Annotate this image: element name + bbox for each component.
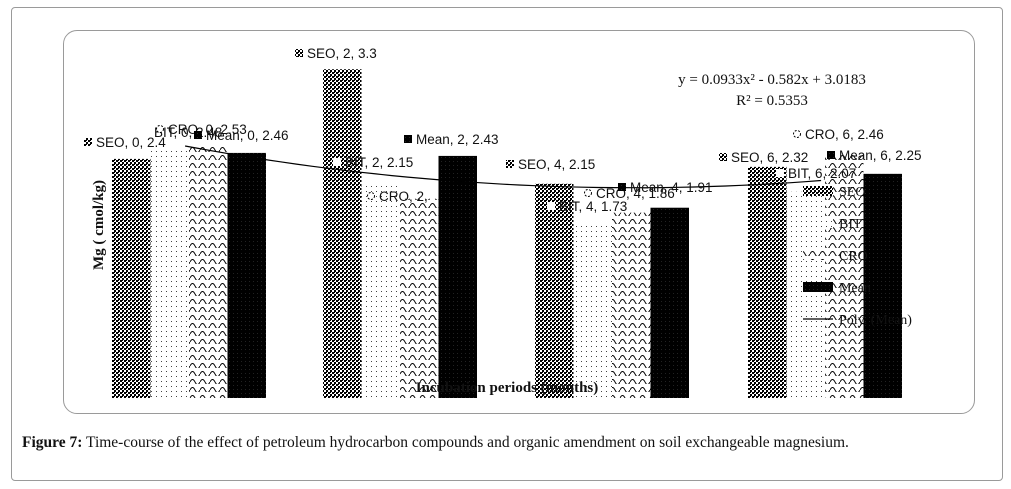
- data-label-text: SEO, 2, 3.3: [307, 46, 377, 61]
- legend-label: SEO: [839, 185, 865, 200]
- legend-item-bit: BIT: [803, 217, 862, 232]
- data-label-text: CRO, 2,: [379, 189, 428, 204]
- bar-cro-2: [400, 198, 439, 398]
- chart-area: [63, 30, 975, 414]
- data-label-text: Mean, 0, 2.46: [206, 128, 289, 143]
- bar-bit-4: [573, 225, 612, 398]
- bar-mean-6: [863, 173, 902, 398]
- caption-label: Figure 7:: [22, 434, 83, 451]
- data-label-mean-4: Mean, 4, 1.91: [618, 180, 713, 195]
- data-label-mean-6: Mean, 6, 2.25: [827, 148, 922, 163]
- data-label-marker: [194, 131, 202, 139]
- data-label-marker: [295, 49, 303, 57]
- data-label-marker: [84, 138, 92, 146]
- legend: SEO BIT CRO Mean Poly. (Mean): [803, 185, 912, 328]
- legend-label: CRO: [839, 249, 868, 264]
- legend-item-mean: Mean: [803, 281, 871, 296]
- bar-cro-4: [612, 212, 651, 398]
- figure-frame: [11, 7, 1003, 481]
- bar-seo-6: [748, 166, 787, 398]
- data-label-text: CRO, 6, 2.46: [805, 127, 884, 142]
- bar-bit-0: [150, 150, 189, 398]
- data-label-cro-4: CRO, 4, 1.86: [584, 186, 675, 201]
- data-label-seo-6: SEO, 6, 2.32: [719, 150, 808, 165]
- bar-cro-0: [189, 145, 228, 398]
- x-axis-label: Incubation periods (months): [416, 380, 599, 396]
- data-label-marker: [793, 130, 801, 138]
- data-label-marker: [142, 128, 150, 136]
- data-label-marker: [333, 158, 341, 166]
- data-label-marker: [506, 160, 514, 168]
- legend-swatch: [803, 218, 833, 228]
- bar-bit-2: [361, 183, 400, 398]
- bar-seo-2: [323, 69, 362, 399]
- data-label-marker: [367, 192, 375, 200]
- y-axis-label: Mg ( cmol/kg): [91, 180, 107, 270]
- legend-item-poly-mean: Poly. (Mean): [803, 313, 912, 328]
- data-label-marker: [827, 151, 835, 159]
- data-label-text: BIT, 4, 1.73: [559, 199, 627, 214]
- bar-mean-2: [438, 155, 477, 398]
- legend-swatch: [803, 186, 833, 196]
- data-label-seo-2: SEO, 2, 3.3: [295, 46, 377, 61]
- legend-label: BIT: [839, 217, 862, 232]
- legend-swatch: [803, 282, 833, 292]
- data-label-marker: [547, 202, 555, 210]
- data-label-marker: [584, 189, 592, 197]
- data-label-text: SEO, 0, 2.4: [96, 135, 166, 150]
- data-label-seo-0: SEO, 0, 2.4: [84, 135, 166, 150]
- figure-caption: Figure 7: Time-course of the effect of p…: [22, 434, 849, 452]
- data-label-text: Mean, 2, 2.43: [416, 132, 499, 147]
- data-label-bit-0: BIT, 0, 2.48: [142, 125, 222, 140]
- data-label-text: SEO, 4, 2.15: [518, 157, 595, 172]
- bar-mean-4: [650, 207, 689, 398]
- data-label-text: BIT, 6, 2.07: [788, 166, 856, 181]
- data-label-text: BIT, 0, 2.48: [154, 125, 222, 140]
- legend-item-seo: SEO: [803, 185, 865, 200]
- data-label-cro-6: CRO, 6, 2.46: [793, 127, 884, 142]
- data-label-cro-2: CRO, 2,: [367, 189, 428, 204]
- trend-equation: y = 0.0933x² - 0.582x + 3.0183: [678, 72, 866, 88]
- data-label-bit-2: BIT, 2, 2.15: [333, 155, 413, 170]
- legend-item-cro: CRO: [803, 249, 868, 264]
- caption-text: Time-course of the effect of petroleum h…: [82, 434, 849, 451]
- data-label-text: BIT, 2, 2.15: [345, 155, 413, 170]
- data-label-cro-0: CRO, 0, 2.53: [156, 122, 247, 137]
- trend-r2: R² = 0.5353: [736, 93, 808, 109]
- data-label-mean-2: Mean, 2, 2.43: [404, 132, 499, 147]
- legend-label: Poly. (Mean): [839, 313, 912, 328]
- data-label-marker: [156, 125, 164, 133]
- data-label-text: CRO, 4, 1.86: [596, 186, 675, 201]
- data-label-bit-6: BIT, 6, 2.07: [776, 166, 856, 181]
- data-label-bit-4: BIT, 4, 1.73: [547, 199, 627, 214]
- data-label-mean-0: Mean, 0, 2.46: [194, 128, 289, 143]
- data-label-seo-4: SEO, 4, 2.15: [506, 157, 595, 172]
- legend-label: Mean: [839, 281, 871, 296]
- data-label-text: SEO, 6, 2.32: [731, 150, 808, 165]
- trend-line: [184, 145, 822, 189]
- bar-mean-0: [227, 152, 266, 398]
- data-label-text: Mean, 4, 1.91: [630, 180, 713, 195]
- legend-swatch: [803, 250, 833, 260]
- data-label-marker: [719, 153, 727, 161]
- bar-seo-4: [535, 183, 574, 398]
- data-label-marker: [618, 183, 626, 191]
- bar-seo-0: [112, 158, 151, 398]
- bars-layer: [112, 69, 902, 399]
- data-label-text: CRO, 0, 2.53: [168, 122, 247, 137]
- data-label-marker: [404, 135, 412, 143]
- data-label-marker: [776, 169, 784, 177]
- data-label-text: Mean, 6, 2.25: [839, 148, 922, 163]
